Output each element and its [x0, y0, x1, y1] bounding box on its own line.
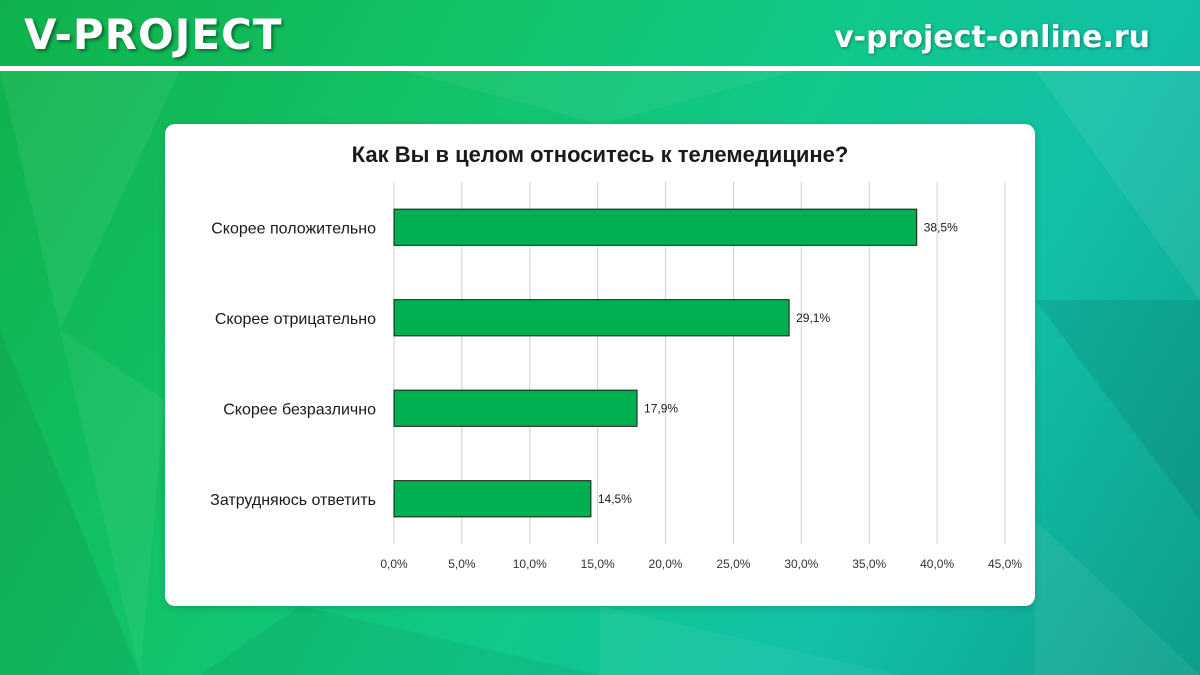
- x-tick-label: 25,0%: [716, 557, 750, 571]
- category-label: Затрудняюсь ответить: [210, 492, 376, 509]
- chart-card: Как Вы в целом относитесь к телемедицине…: [165, 124, 1035, 606]
- chart-title: Как Вы в целом относитесь к телемедицине…: [352, 142, 849, 167]
- value-labels: 38,5% 29,1% 17,9% 14,5%: [598, 220, 958, 506]
- bar[interactable]: [393, 389, 638, 427]
- category-labels: Скорее положительно Скорее отрицательно Ск…: [210, 220, 376, 509]
- data-label: 29,1%: [796, 311, 830, 325]
- data-label: 38,5%: [924, 220, 958, 234]
- x-tick-label: 10,0%: [513, 557, 547, 571]
- x-tick-label: 0,0%: [380, 557, 408, 571]
- x-tick-label: 5,0%: [448, 557, 476, 571]
- bar[interactable]: [393, 208, 918, 246]
- data-label: 17,9%: [644, 401, 678, 415]
- x-tick-labels: 0,0% 5,0% 10,0% 15,0% 20,0% 25,0% 30,0% 35,0% 40…: [380, 557, 1022, 571]
- x-tick-label: 35,0%: [852, 557, 886, 571]
- bar[interactable]: [393, 480, 592, 518]
- x-tick-label: 20,0%: [649, 557, 683, 571]
- bars: [393, 208, 918, 518]
- bar-chart: Как Вы в целом относитесь к телемедицине…: [210, 142, 1022, 571]
- x-tick-label: 15,0%: [581, 557, 615, 571]
- category-label: Скорее отрицательно: [215, 311, 376, 328]
- site-url[interactable]: v-project-online.ru: [834, 20, 1150, 55]
- bar[interactable]: [393, 299, 790, 337]
- x-tick-label: 30,0%: [784, 557, 818, 571]
- header: V-PROJECT v-project-online.ru: [0, 0, 1200, 68]
- x-tick-label: 45,0%: [988, 557, 1022, 571]
- brand-logo[interactable]: V-PROJECT: [24, 10, 283, 59]
- x-tick-label: 40,0%: [920, 557, 954, 571]
- header-divider: [0, 66, 1200, 71]
- category-label: Скорее безразлично: [223, 401, 376, 418]
- data-label: 14,5%: [598, 492, 632, 506]
- category-label: Скорее положительно: [211, 220, 376, 237]
